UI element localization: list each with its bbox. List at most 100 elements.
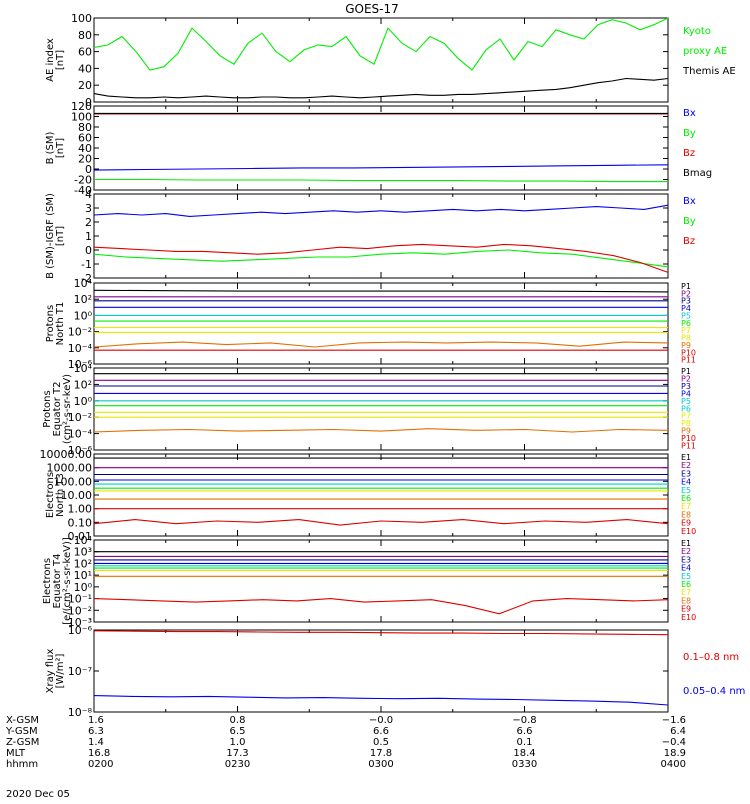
- panel-ee-frame: [93, 539, 669, 623]
- x-axis-value: 17.3: [226, 748, 248, 759]
- y-tick-label: 10.00: [61, 489, 93, 502]
- series-e10: [93, 519, 669, 526]
- legend-entry: E8: [681, 510, 691, 519]
- panel-en-ylabel: Electrons: [45, 472, 56, 518]
- x-axis-value: 0.1: [517, 737, 533, 748]
- legend-entry: E6: [681, 494, 691, 503]
- x-axis-value: 0.8: [230, 715, 246, 726]
- legend-entry: P7: [681, 412, 691, 421]
- y-tick-label: 10⁰: [74, 395, 93, 408]
- y-tick-label: -1: [81, 258, 92, 271]
- legend-entry: E7: [681, 588, 691, 597]
- x-axis-row-label: MLT: [6, 748, 26, 759]
- legend-entry: Bz: [683, 148, 695, 159]
- panel-xray-frame: [93, 629, 669, 713]
- legend-entry: P2: [681, 374, 691, 383]
- y-tick-label: 20: [78, 153, 92, 166]
- y-tick-label: 10⁻²: [68, 326, 92, 339]
- legend-entry: Bx: [683, 108, 696, 119]
- plot-title: GOES-17: [345, 2, 399, 16]
- legend-entry: P5: [681, 311, 691, 320]
- x-axis-row-label: hhmm: [6, 759, 38, 770]
- x-axis-value: 0400: [661, 759, 686, 770]
- legend-entry: Themis AE: [682, 66, 736, 77]
- panel-pe-ylabel: (cm²-s-sr-keV): [62, 374, 73, 444]
- legend-entry: E10: [681, 613, 696, 622]
- legend-entry: P1: [681, 282, 691, 291]
- y-tick-label: 0: [85, 96, 92, 109]
- y-tick-label: 10⁻⁶: [68, 444, 93, 457]
- legend-entry: P11: [681, 442, 696, 451]
- y-tick-label: -40: [74, 184, 92, 197]
- panel-ee-ylabel: Equator T4: [52, 554, 63, 609]
- y-tick-label: 10⁻⁶: [68, 358, 93, 371]
- panel-bsm-ylabel: B (SM): [45, 131, 56, 164]
- x-axis-value: 0230: [225, 759, 250, 770]
- series-0-1-0-8-nm: [93, 630, 669, 636]
- y-tick-label: 10⁰: [74, 309, 93, 322]
- series-p9: [93, 428, 669, 433]
- panel-pe-ylabel: Protons: [42, 390, 53, 427]
- x-axis-value: 16.8: [88, 748, 110, 759]
- panel-pn-ylabel: North T1: [55, 302, 66, 346]
- x-axis-value: 6.6: [373, 726, 389, 737]
- legend-entry: P1: [681, 367, 691, 376]
- x-axis-value: 0.5: [373, 737, 389, 748]
- y-tick-label: 1: [85, 230, 92, 243]
- legend-entry: E3: [681, 469, 691, 478]
- y-tick-label: 10⁻¹: [68, 593, 92, 606]
- legend-entry: Bz: [683, 236, 695, 247]
- legend-entry: P4: [681, 389, 691, 398]
- y-tick-label: 10⁴: [74, 277, 93, 290]
- y-tick-label: 80: [78, 121, 92, 134]
- legend-entry: P10: [681, 348, 696, 357]
- y-tick-label: 0.10: [68, 516, 93, 529]
- x-axis-value: 18.9: [664, 748, 686, 759]
- legend-entry: P8: [681, 419, 691, 428]
- y-tick-label: 10⁻⁸: [68, 706, 93, 719]
- legend-entry: E2: [681, 547, 691, 556]
- panel-en-ylabel: North T3: [55, 473, 66, 517]
- panel-xray: 10⁻⁸ 10⁻⁷ 10⁻⁶ Xray flux [W/m²] 0.1–0.8 nm 0.0…: [45, 624, 745, 719]
- y-tick-label: 10³: [74, 546, 92, 559]
- y-tick-label: 10²: [74, 378, 92, 391]
- legend-entry: 0.05–0.4 nm: [683, 686, 745, 697]
- y-tick-label: 120: [71, 100, 92, 113]
- y-tick-label: 0: [85, 163, 92, 176]
- series-bz: [93, 243, 669, 273]
- series-e9: [93, 598, 669, 615]
- x-axis-value: 0330: [512, 759, 537, 770]
- legend-entry: P3: [681, 382, 691, 391]
- series-by: [94, 178, 668, 183]
- y-tick-label: 10⁻²: [68, 604, 92, 617]
- y-tick-label: 100: [71, 12, 92, 25]
- panel-pe: 10⁻⁶ 10⁻⁴ 10⁻² 10⁰ 10² 10⁴ Protons Equator T2 (c…: [42, 362, 696, 457]
- x-axis-value: 1.0: [230, 737, 246, 748]
- plot-date: 2020 Dec 05: [6, 789, 70, 800]
- x-axis-value: 1.6: [88, 715, 104, 726]
- panel-bdiff-ylabel: [nT]: [55, 226, 66, 246]
- panel-pn-ylabel: Protons: [45, 305, 56, 342]
- legend-entry: E2: [681, 461, 691, 470]
- series-p9: [93, 341, 669, 348]
- y-tick-label: 10⁻⁴: [68, 428, 93, 441]
- panel-pn: 10⁻⁶ 10⁻⁴ 10⁻² 10⁰ 10² 10⁴ Protons North T1 P1P2…: [45, 277, 696, 371]
- x-axis-value: 6.3: [88, 726, 104, 737]
- legend-entry: 0.1–0.8 nm: [683, 652, 739, 663]
- panel-ae-ylabel: AE index: [45, 38, 56, 82]
- x-axis-value: −1.6: [662, 715, 686, 726]
- y-tick-label: 20: [78, 79, 92, 92]
- legend-entry: P5: [681, 397, 691, 406]
- y-tick-label: 10²: [74, 293, 92, 306]
- series-kyoto-proxy-ae: [93, 17, 669, 71]
- legend-entry: P10: [681, 434, 696, 443]
- legend-entry: E10: [681, 527, 696, 536]
- panel-ee-ylabel: Electrons: [42, 558, 53, 604]
- legend-entry: E3: [681, 555, 691, 564]
- x-axis-row-label: X-GSM: [6, 715, 39, 726]
- legend-entry: Bmag: [683, 168, 712, 179]
